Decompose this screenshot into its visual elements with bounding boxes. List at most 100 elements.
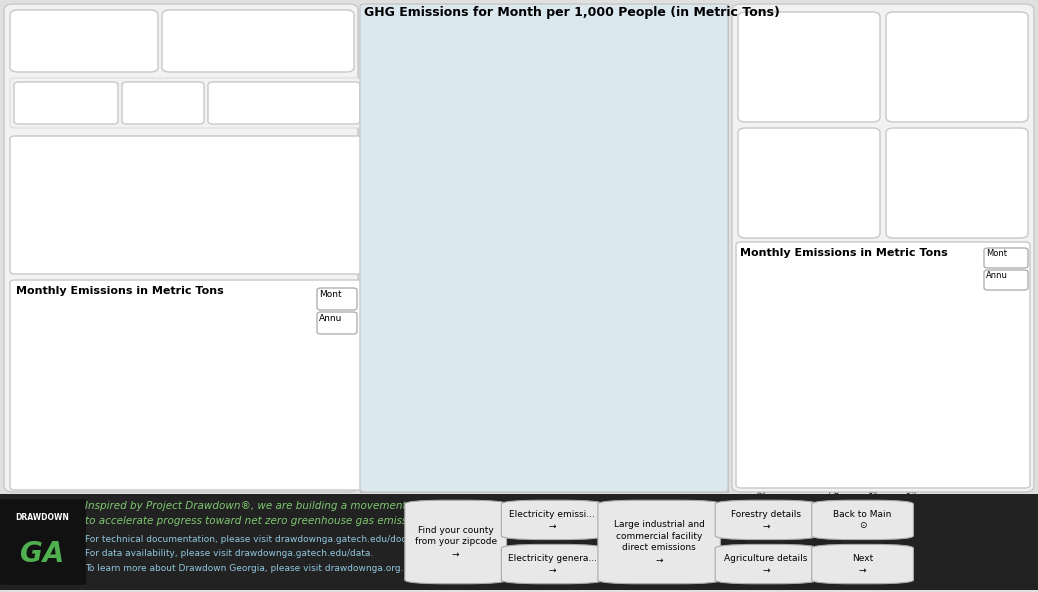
Text: Savannah: Savannah xyxy=(677,249,718,258)
Bar xyxy=(476,406,492,442)
Bar xyxy=(579,175,599,190)
Text: 1.4M: 1.4M xyxy=(899,355,921,363)
Text: Sector
Name: Sector Name xyxy=(159,144,191,164)
Bar xyxy=(397,84,420,121)
Bar xyxy=(441,94,459,134)
Text: ∨: ∨ xyxy=(186,106,193,116)
Text: Appling: Appling xyxy=(19,178,51,188)
Bar xyxy=(376,123,395,163)
Bar xyxy=(934,375,958,385)
Y-axis label: Emissions (Metric Tons): Emissions (Metric Tons) xyxy=(745,320,755,426)
Bar xyxy=(501,38,518,70)
Bar xyxy=(538,0,576,39)
Text: For data availability, please visit drawdownga.gatech.edu/data.: For data availability, please visit draw… xyxy=(85,549,374,558)
Bar xyxy=(700,279,739,311)
Bar xyxy=(628,422,662,463)
Bar xyxy=(542,145,572,191)
Bar xyxy=(643,75,670,120)
Bar xyxy=(633,244,673,279)
Text: © Microsoft Bing   © 2022 TomTom, © 2022 Microsoft Corporation, Terms: © Microsoft Bing © 2022 TomTom, © 2022 M… xyxy=(371,480,602,485)
Bar xyxy=(445,69,485,95)
Bar xyxy=(640,210,681,239)
Text: Year: Year xyxy=(69,144,89,154)
Text: October: October xyxy=(107,232,140,241)
X-axis label: Sector Name: Sector Name xyxy=(855,510,927,520)
Text: Next
→: Next → xyxy=(852,554,873,574)
Bar xyxy=(575,48,596,94)
Bar xyxy=(378,446,402,467)
Bar xyxy=(444,367,485,413)
Bar xyxy=(579,133,599,147)
Bar xyxy=(469,263,508,294)
Bar xyxy=(514,65,529,99)
Text: 2021: 2021 xyxy=(69,214,89,224)
Text: 1,468: 1,468 xyxy=(904,67,1010,100)
Text: Large industrial and
commercial facility
direct emissions
→: Large industrial and commercial facility… xyxy=(613,520,705,564)
FancyBboxPatch shape xyxy=(0,499,86,585)
Text: Industrial: Industrial xyxy=(159,232,198,241)
Bar xyxy=(439,41,483,70)
Bar xyxy=(539,117,553,139)
Bar xyxy=(686,310,707,336)
FancyBboxPatch shape xyxy=(12,193,362,211)
Bar xyxy=(670,292,688,334)
Text: All: All xyxy=(180,44,193,53)
Text: https://...: https://... xyxy=(292,251,330,260)
Bar xyxy=(462,372,491,419)
Bar xyxy=(675,67,711,96)
Text: CA: CA xyxy=(699,102,710,111)
Bar xyxy=(628,52,668,75)
Text: ∨: ∨ xyxy=(100,106,107,116)
Bar xyxy=(641,68,657,113)
Bar xyxy=(972,385,995,436)
Text: Name: Name xyxy=(19,144,47,154)
Text: Emissions per
Person (Pounds): Emissions per Person (Pounds) xyxy=(918,32,996,53)
Bar xyxy=(575,269,613,307)
Text: All: All xyxy=(219,104,231,114)
Bar xyxy=(500,407,539,430)
FancyBboxPatch shape xyxy=(715,500,817,539)
Bar xyxy=(549,279,567,318)
FancyBboxPatch shape xyxy=(169,38,347,66)
Bar xyxy=(579,154,599,169)
Bar xyxy=(457,369,485,417)
Bar xyxy=(553,60,573,105)
Text: DRAWDOWN: DRAWDOWN xyxy=(16,513,70,522)
Bar xyxy=(563,56,580,89)
Text: Appling: Appling xyxy=(19,232,51,241)
Text: Annu: Annu xyxy=(986,271,1008,280)
Bar xyxy=(458,343,473,366)
Text: Mont: Mont xyxy=(986,249,1007,258)
Bar xyxy=(676,175,699,214)
Bar xyxy=(602,130,639,150)
Bar xyxy=(444,442,463,471)
Text: 2.2M: 2.2M xyxy=(824,343,846,352)
Text: GHG Emissions for Month per 1,000 People (in Metric Tons): GHG Emissions for Month per 1,000 People… xyxy=(364,6,780,19)
Text: October: October xyxy=(107,178,140,188)
Bar xyxy=(517,352,536,395)
Bar xyxy=(449,268,493,295)
Text: Annu: Annu xyxy=(319,314,343,323)
Text: To learn more about Drawdown Georgia, please visit drawdownga.org.: To learn more about Drawdown Georgia, pl… xyxy=(85,564,404,574)
Text: Electricity genera...
→: Electricity genera... → xyxy=(508,554,597,574)
Bar xyxy=(570,368,590,406)
Bar xyxy=(502,112,528,148)
Text: Monthly Emissions in Metric Tons: Monthly Emissions in Metric Tons xyxy=(740,248,948,258)
Bar xyxy=(666,5,696,30)
Text: 2021: 2021 xyxy=(130,104,156,114)
Bar xyxy=(861,365,884,385)
Text: 800 – 2,000 mt: 800 – 2,000 mt xyxy=(605,157,671,166)
Bar xyxy=(433,407,475,452)
Bar xyxy=(455,39,483,62)
Bar xyxy=(632,49,664,92)
Text: Mont: Mont xyxy=(319,290,342,299)
Text: Dothan: Dothan xyxy=(393,412,424,421)
Bar xyxy=(514,156,544,195)
Text: Appling: Appling xyxy=(19,251,51,260)
Bar xyxy=(469,400,509,422)
Text: Augusta: Augusta xyxy=(647,165,682,175)
Bar xyxy=(607,366,634,406)
Bar xyxy=(503,306,543,344)
Bar xyxy=(467,148,506,178)
Text: Residential: Residential xyxy=(159,251,206,260)
